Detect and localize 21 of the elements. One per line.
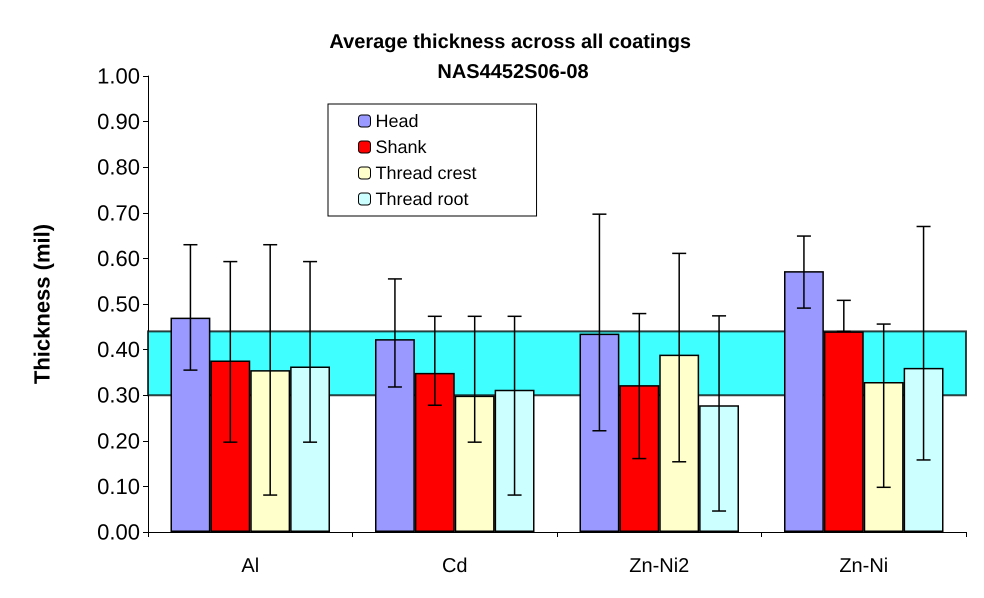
legend-label: Thread root (376, 189, 469, 209)
y-tick-label: 0.80 (97, 154, 140, 180)
legend-label: Thread crest (376, 163, 477, 183)
legend-label: Shank (376, 137, 428, 157)
x-tick-label: Zn-Ni (839, 555, 888, 577)
x-tick-label: Zn-Ni2 (629, 555, 690, 577)
y-tick-label: 0.00 (97, 520, 140, 544)
y-tick-label: 0.40 (97, 337, 140, 362)
x-tick-label: Cd (442, 555, 468, 577)
y-tick-label: 0.50 (97, 292, 140, 316)
legend-label: Head (376, 111, 419, 131)
y-tick-label: 0.20 (97, 428, 140, 454)
y-axis-title: Thickness (mil) (30, 224, 54, 384)
y-tick-label: 0.90 (97, 109, 140, 134)
y-tick-label: 1.00 (97, 64, 140, 88)
y-tick-label: 0.70 (97, 200, 140, 226)
chart-title: Average thickness across all coatings NAS4452S06-08 (329, 31, 697, 83)
x-tick-label: Al (241, 555, 260, 577)
y-tick-label: 0.10 (97, 474, 140, 499)
y-tick-label: 0.30 (97, 382, 140, 408)
y-tick-label: 0.60 (97, 246, 140, 271)
